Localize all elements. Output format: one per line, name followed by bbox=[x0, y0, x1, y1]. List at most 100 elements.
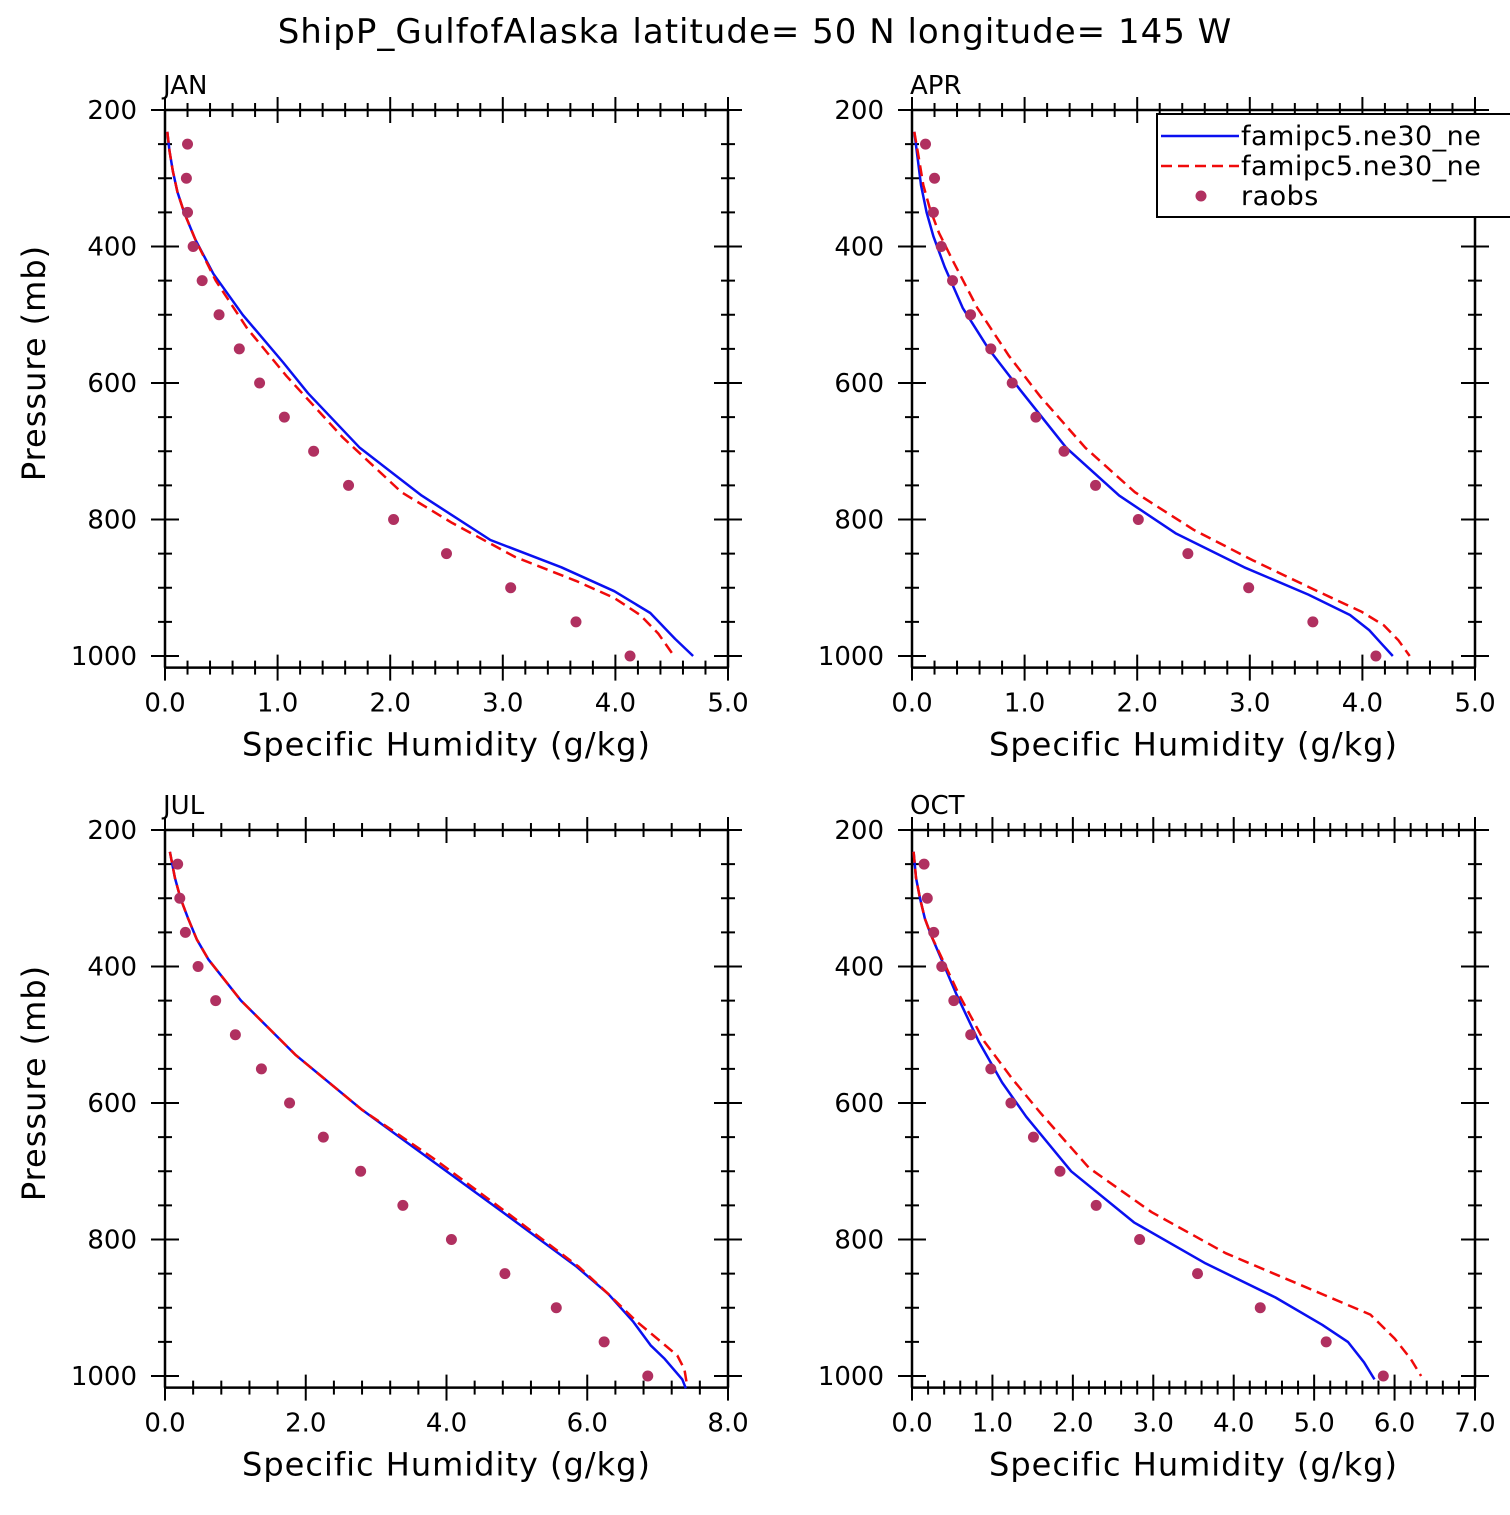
panel-label: OCT bbox=[910, 791, 965, 821]
x-tick-label: 6.0 bbox=[1374, 1409, 1415, 1439]
x-tick-label: 2.0 bbox=[1052, 1409, 1093, 1439]
x-tick-label: 2.0 bbox=[285, 1409, 326, 1439]
x-tick-label: 1.0 bbox=[257, 689, 298, 719]
raobs-point bbox=[1027, 1131, 1039, 1143]
x-axis-title: Specific Humidity (g/kg) bbox=[989, 726, 1398, 764]
y-tick-label: 800 bbox=[834, 1226, 884, 1256]
y-tick-label: 200 bbox=[87, 816, 137, 846]
raobs-point bbox=[1307, 616, 1319, 628]
x-tick-label: 4.0 bbox=[1213, 1409, 1254, 1439]
y-tick-label: 800 bbox=[87, 1226, 137, 1256]
y-tick-label: 1000 bbox=[71, 642, 137, 672]
x-tick-label: 0.0 bbox=[144, 1409, 185, 1439]
raobs-point bbox=[192, 961, 204, 972]
x-tick-label: 4.0 bbox=[426, 1409, 467, 1439]
legend-marker bbox=[1195, 190, 1207, 202]
x-tick-label: 0.0 bbox=[144, 689, 185, 719]
raobs-point bbox=[624, 650, 636, 662]
y-tick-label: 1000 bbox=[818, 1362, 884, 1392]
raobs-point bbox=[343, 479, 355, 491]
raobs-point bbox=[172, 858, 184, 870]
raobs-point bbox=[965, 1029, 977, 1041]
raobs-point bbox=[1006, 377, 1018, 389]
raobs-point bbox=[1005, 1097, 1017, 1109]
raobs-point bbox=[965, 309, 977, 321]
raobs-point bbox=[499, 1268, 511, 1280]
raobs-point bbox=[550, 1302, 562, 1314]
raobs-point bbox=[642, 1370, 654, 1382]
panel-label: APR bbox=[910, 71, 962, 101]
raobs-point bbox=[948, 995, 960, 1007]
y-tick-label: 400 bbox=[834, 233, 884, 263]
y-tick-label: 200 bbox=[87, 96, 137, 126]
raobs-point bbox=[1030, 411, 1042, 423]
raobs-point bbox=[921, 892, 933, 904]
x-tick-label: 2.0 bbox=[370, 689, 411, 719]
series-line-solid bbox=[168, 851, 687, 1389]
x-tick-label: 0.0 bbox=[891, 689, 932, 719]
raobs-point bbox=[187, 241, 199, 252]
raobs-point bbox=[985, 343, 997, 355]
raobs-point bbox=[935, 241, 947, 252]
y-tick-label: 800 bbox=[87, 506, 137, 536]
x-tick-label: 5.0 bbox=[1454, 689, 1495, 719]
raobs-point bbox=[255, 1063, 267, 1075]
raobs-point bbox=[928, 926, 940, 938]
raobs-point bbox=[1192, 1268, 1204, 1280]
raobs-point bbox=[1090, 479, 1102, 491]
raobs-point bbox=[196, 275, 208, 287]
y-tick-label: 800 bbox=[834, 506, 884, 536]
x-tick-label: 0.0 bbox=[891, 1409, 932, 1439]
y-tick-label: 600 bbox=[87, 369, 137, 399]
series-line-dashed bbox=[168, 851, 689, 1387]
series-line-dashed bbox=[912, 851, 1423, 1377]
raobs-point bbox=[445, 1234, 457, 1245]
raobs-point bbox=[918, 858, 930, 870]
y-tick-label: 1000 bbox=[71, 1362, 137, 1392]
raobs-point bbox=[1090, 1199, 1102, 1211]
y-tick-label: 1000 bbox=[818, 642, 884, 672]
raobs-point bbox=[1320, 1336, 1332, 1348]
raobs-point bbox=[182, 206, 194, 218]
series-line-dashed bbox=[913, 131, 1411, 657]
raobs-point bbox=[233, 343, 245, 355]
legend-label: famipc5.ne30_ne bbox=[1241, 151, 1481, 182]
series-line-solid bbox=[913, 131, 1394, 657]
raobs-point bbox=[308, 445, 320, 457]
y-tick-label: 400 bbox=[87, 233, 137, 263]
raobs-point bbox=[1054, 1165, 1066, 1177]
x-tick-label: 3.0 bbox=[1133, 1409, 1174, 1439]
figure-title: ShipP_GulfofAlaska latitude= 50 N longit… bbox=[277, 12, 1233, 52]
raobs-point bbox=[929, 172, 941, 184]
series-line-dashed bbox=[166, 131, 676, 657]
y-tick-label: 200 bbox=[834, 816, 884, 846]
raobs-point bbox=[1132, 514, 1144, 525]
y-axis-title: Pressure (mb) bbox=[15, 965, 53, 1201]
x-tick-label: 7.0 bbox=[1454, 1409, 1495, 1439]
series-line-solid bbox=[166, 131, 694, 657]
raobs-point bbox=[985, 1063, 997, 1075]
raobs-point bbox=[1254, 1302, 1266, 1314]
x-axis-title: Specific Humidity (g/kg) bbox=[242, 726, 651, 764]
x-tick-label: 5.0 bbox=[707, 689, 748, 719]
raobs-point bbox=[1134, 1234, 1146, 1245]
x-axis-title: Specific Humidity (g/kg) bbox=[242, 1446, 651, 1484]
raobs-point bbox=[927, 206, 939, 218]
raobs-point bbox=[229, 1029, 241, 1041]
x-tick-label: 5.0 bbox=[1293, 1409, 1334, 1439]
x-tick-label: 4.0 bbox=[595, 689, 636, 719]
raobs-point bbox=[284, 1097, 296, 1109]
x-tick-label: 1.0 bbox=[1004, 689, 1045, 719]
y-tick-label: 400 bbox=[87, 953, 137, 983]
y-tick-label: 400 bbox=[834, 953, 884, 983]
raobs-point bbox=[1377, 1370, 1389, 1382]
x-tick-label: 3.0 bbox=[482, 689, 523, 719]
panel-label: JAN bbox=[161, 71, 207, 101]
x-tick-label: 1.0 bbox=[972, 1409, 1013, 1439]
